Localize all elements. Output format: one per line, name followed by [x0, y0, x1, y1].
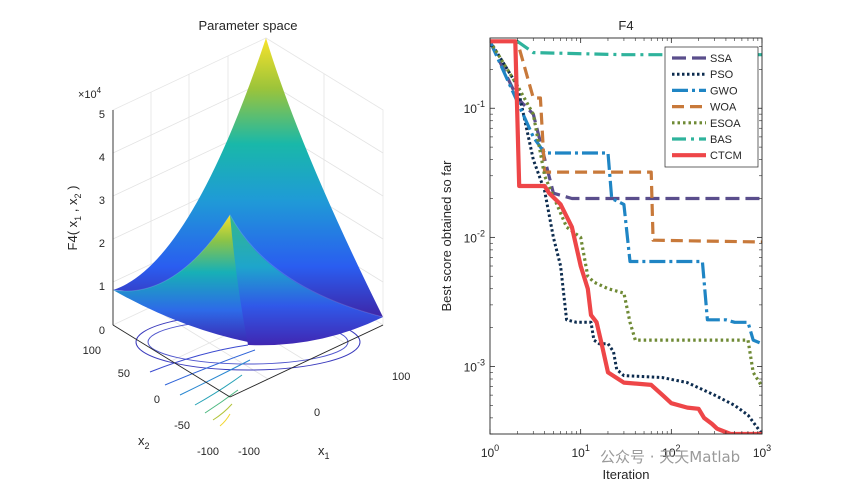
- surface-back-face: [113, 38, 383, 317]
- y-tick-label: 0: [154, 394, 160, 406]
- surface-front-face: [230, 215, 383, 346]
- legend: SSA PSO GWO WOA ESOA BAS CTCM: [664, 46, 759, 168]
- z-tick-label: 1: [99, 281, 105, 293]
- legend-label-woa: WOA: [710, 102, 737, 114]
- z-tick-label: 4: [99, 152, 105, 164]
- y-tick-label: 10-1: [464, 99, 485, 116]
- y-tick-label: -50: [174, 420, 190, 432]
- x-tick-label: 0: [314, 407, 320, 419]
- z-ticks: 0 1 2 3 4 5: [99, 109, 105, 337]
- x-tick-label: 102: [662, 443, 680, 460]
- z-tick-label: 0: [99, 325, 105, 337]
- x-ticks: -100 0 100: [238, 371, 410, 458]
- y-tick-label: 100: [83, 345, 101, 357]
- x-tick-label: 103: [753, 443, 771, 460]
- y-ticks: 100 50 0 -50 -100: [83, 345, 219, 458]
- z-tick-label: 3: [99, 195, 105, 207]
- series-line-ctcm: [490, 39, 762, 434]
- surface-title: Parameter space: [199, 18, 298, 33]
- z-tick-label: 5: [99, 109, 105, 121]
- surface-left-lobe: [113, 215, 248, 342]
- x-tick-label: -100: [238, 446, 260, 458]
- x2-axis-label: x2: [138, 433, 150, 451]
- legend-label-esoa: ESOA: [710, 118, 741, 130]
- y-tick-label: 10-2: [464, 228, 485, 245]
- surface-mesh: [112, 38, 384, 346]
- convergence-title: F4: [618, 18, 633, 33]
- z-multiplier: ×104: [78, 86, 102, 101]
- x-tick-label: 100: [481, 443, 499, 460]
- tick-layer: 100 101 102 103 10-3 10-2 10-1: [464, 38, 771, 460]
- series-line-pso: [490, 40, 762, 434]
- surface-front-ridge: [112, 214, 384, 318]
- legend-label-ssa: SSA: [710, 53, 733, 65]
- z-tick-label: 2: [99, 238, 105, 250]
- x-tick-label: 101: [571, 443, 589, 460]
- series-line-esoa: [490, 40, 762, 388]
- surface-plot: Parameter space: [65, 18, 410, 461]
- x1-axis-label: x1: [318, 443, 330, 461]
- y-axis-label: Best score obtained so far: [439, 160, 454, 312]
- x-tick-label: 100: [392, 371, 410, 383]
- z-axis-label: F4( x1 , x2 ): [65, 186, 83, 251]
- watermark: 公众号 · 天天Matlab: [600, 448, 741, 466]
- legend-label-bas: BAS: [710, 134, 732, 146]
- legend-label-pso: PSO: [710, 69, 734, 81]
- y-tick-label: 10-3: [464, 357, 485, 374]
- plot-frame: [489, 37, 763, 435]
- y-tick-label: -100: [197, 446, 219, 458]
- legend-label-gwo: GWO: [710, 85, 738, 97]
- convergence-plot: F4 100 101 102 103 10-3 10-2 10-1 Best score o…: [439, 18, 771, 482]
- y-tick-label: 50: [118, 368, 130, 380]
- legend-label-ctcm: CTCM: [710, 150, 742, 162]
- series-line-gwo: [490, 40, 762, 346]
- axes-3d: [112, 110, 384, 398]
- x-axis-label: Iteration: [603, 467, 650, 482]
